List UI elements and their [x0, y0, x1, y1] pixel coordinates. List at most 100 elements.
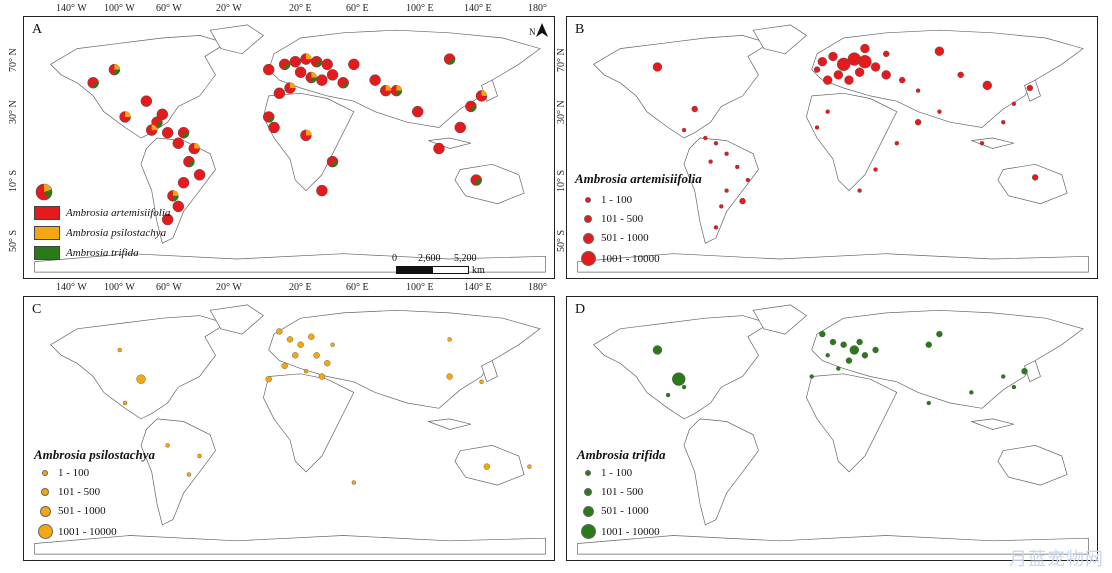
occurrence-dot: [979, 141, 985, 146]
occurrence-pie: [183, 155, 195, 168]
panel-c-legend-title: Ambrosia psilostachya: [34, 447, 155, 462]
size-legend-label: 1001 - 10000: [601, 252, 660, 265]
occurrence-pie: [300, 53, 312, 65]
occurrence-dot: [813, 66, 821, 73]
occurrence-pie: [161, 213, 174, 226]
occurrence-dot: [691, 105, 698, 113]
size-legend-dot: [585, 197, 591, 203]
occurrence-dot: [833, 70, 844, 80]
legend-swatch-psilostachya: [34, 226, 60, 240]
landmass-6: [34, 535, 546, 555]
occurrence-pie: [390, 84, 403, 97]
size-legend-label: 1001 - 10000: [58, 525, 117, 538]
size-legend-row: 1 - 100: [581, 467, 632, 479]
occurrence-pie: [289, 55, 302, 68]
legend-row-trifida: Ambrosia trifida: [34, 246, 139, 260]
longitude-label: 140° E: [464, 282, 492, 293]
legend-label-artemisiifolia: Ambrosia artemisiifolia: [66, 207, 171, 219]
occurrence-dot: [883, 50, 890, 58]
size-legend-label: 101 - 500: [58, 486, 101, 498]
latitude-label: 10° S: [556, 169, 567, 192]
size-legend-row: 1 - 100: [581, 194, 632, 206]
landmass-6: [577, 535, 1089, 555]
occurrence-dot: [1031, 174, 1039, 181]
longitude-label: 140° W: [56, 282, 87, 293]
landmass-1: [752, 304, 807, 335]
occurrence-pie: [470, 174, 482, 186]
landmass-2: [683, 137, 759, 244]
occurrence-pie: [172, 137, 185, 149]
occurrence-dot: [324, 360, 331, 367]
occurrence-dot: [117, 347, 122, 353]
latitude-label: 30° N: [8, 100, 19, 124]
occurrence-dot: [330, 342, 335, 347]
occurrence-dot: [860, 43, 870, 54]
occurrence-dot: [861, 352, 869, 359]
latitude-label: 50° S: [556, 229, 567, 252]
landmass-5: [454, 163, 525, 205]
occurrence-dot: [817, 57, 828, 67]
occurrence-pie: [411, 105, 424, 118]
occurrence-dot: [318, 373, 326, 380]
landmass-7: [1024, 360, 1041, 383]
size-legend-row: 501 - 1000: [581, 505, 649, 517]
panel-d-legend-title: Ambrosia trifida: [577, 447, 666, 462]
landmass-2: [140, 418, 216, 526]
panel-d-trifida-map: D Ambrosia trifida 1 - 100 101 - 500 501 -…: [566, 296, 1098, 561]
occurrence-pie: [177, 176, 190, 189]
size-legend-label: 501 - 1000: [601, 232, 649, 244]
occurrence-dot: [483, 463, 491, 470]
occurrence-dot: [665, 392, 671, 398]
panel-a-pie-map: A N Ambrosia artemisiifolia Ambrosia psi…: [23, 16, 555, 279]
occurrence-dot: [713, 225, 719, 230]
occurrence-dot: [873, 167, 878, 172]
landmass-1: [209, 304, 264, 335]
occurrence-pie: [321, 58, 333, 71]
size-legend-dot: [39, 505, 51, 517]
size-legend-dot: [37, 524, 53, 539]
size-legend-label: 501 - 1000: [601, 505, 649, 517]
occurrence-pie: [177, 126, 190, 139]
longitude-label: 180°: [528, 282, 547, 293]
occurrence-pie: [443, 53, 456, 65]
occurrence-dot: [814, 125, 820, 130]
watermark: 月蓝宠物网: [1009, 549, 1104, 570]
longitude-label: 100° E: [406, 282, 434, 293]
occurrence-dot: [858, 55, 872, 69]
occurrence-dot: [856, 338, 863, 346]
size-legend-label: 1001 - 10000: [601, 525, 660, 538]
north-arrow-label: N: [529, 27, 536, 37]
occurrence-dot: [281, 362, 288, 370]
panel-b-artemisiifolia-map: B Ambrosia artemisiifolia 1 - 100 101 - 5…: [566, 16, 1098, 279]
occurrence-dot: [849, 345, 859, 355]
panel-b-legend-title: Ambrosia artemisiifolia: [575, 171, 702, 186]
occurrence-pie: [172, 200, 185, 213]
size-legend-dot: [582, 232, 594, 244]
size-legend-label: 1 - 100: [601, 194, 633, 206]
occurrence-pie: [268, 121, 280, 134]
landmass-2: [140, 137, 216, 244]
scale-tick-0: 0: [392, 253, 397, 264]
occurrence-dot: [845, 357, 853, 364]
occurrence-pie: [145, 124, 158, 136]
occurrence-dot: [969, 390, 974, 395]
occurrence-dot: [915, 88, 921, 93]
longitude-label: 100° W: [104, 282, 135, 293]
occurrence-pie: [262, 63, 275, 76]
occurrence-dot: [925, 341, 932, 348]
landmass-3: [811, 309, 1084, 409]
occurrence-pie: [167, 190, 179, 202]
longitude-label: 60° W: [156, 3, 182, 14]
occurrence-pie: [278, 58, 291, 71]
landmass-7: [481, 360, 498, 383]
occurrence-dot: [713, 141, 719, 146]
legend-swatch-trifida: [34, 246, 60, 260]
occurrence-dot: [936, 330, 943, 338]
size-legend-label: 1 - 100: [601, 467, 633, 479]
occurrence-pie: [161, 126, 174, 139]
occurrence-dot: [872, 346, 879, 354]
occurrence-dot: [857, 188, 862, 193]
longitude-label: 20° E: [289, 3, 312, 14]
occurrence-dot: [1026, 84, 1034, 92]
